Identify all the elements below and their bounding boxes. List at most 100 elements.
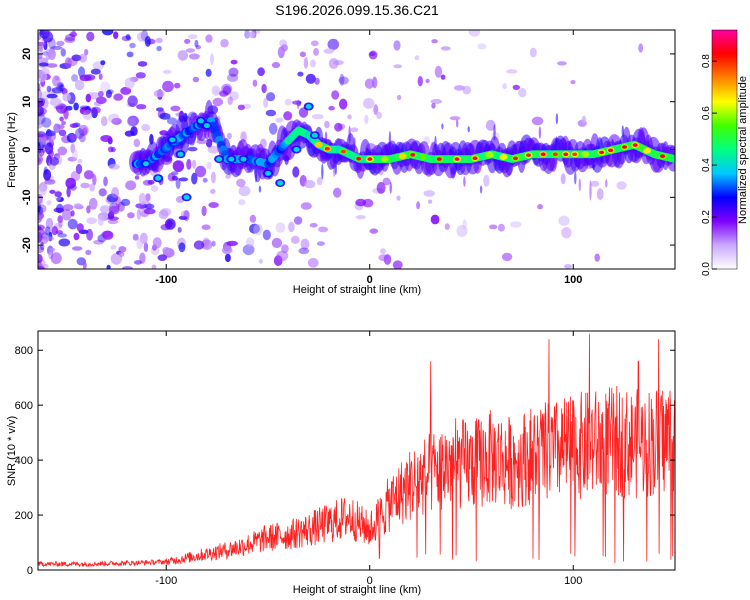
spectrogram-peak — [340, 149, 346, 154]
spectrogram-noise-blob — [376, 182, 386, 194]
spectrogram-noise-blob — [339, 73, 345, 86]
spectrogram-spike — [605, 179, 608, 188]
spectrogram-noise-blob — [162, 80, 174, 93]
spectrogram-noise-blob — [120, 198, 131, 206]
spectrogram-noise-blob — [69, 134, 77, 141]
spectrogram-peak — [599, 150, 605, 155]
spectrogram-noise-blob — [38, 113, 46, 125]
spectrogram-noise-blob — [38, 88, 42, 100]
y-tick-label: 600 — [15, 400, 33, 412]
spectrogram-noise-blob — [201, 205, 207, 217]
y-tick-label: 0 — [27, 565, 33, 577]
spectrogram-noise-blob — [137, 61, 148, 67]
spectrogram-spike — [456, 119, 459, 128]
x-tick-label: 100 — [564, 274, 582, 286]
spectrogram-noise-blob — [38, 123, 43, 129]
spectrogram-noise-blob — [310, 59, 316, 68]
spectrogram-noise-blob — [364, 114, 369, 125]
spectrogram-noise-blob — [355, 215, 366, 220]
spectrogram-noise-blob — [369, 228, 379, 234]
spectrogram-noise-blob — [596, 188, 604, 201]
spectrogram-noise-blob — [347, 114, 352, 120]
spectrogram-noise-blob — [417, 76, 423, 87]
spectrogram-noise-blob — [118, 246, 127, 253]
spectrogram-noise-blob — [177, 227, 182, 233]
spectrogram-noise-blob — [106, 89, 114, 95]
spectrogram-noise-blob — [44, 179, 56, 185]
spectrogram-noise-blob — [136, 238, 144, 250]
spectrogram-noise-blob — [268, 122, 278, 135]
spectrogram-noise-blob — [38, 214, 43, 224]
spectrogram-noise-blob — [51, 226, 58, 236]
spectrogram-noise-blob — [111, 187, 119, 199]
spectrogram-noise-blob — [338, 76, 349, 85]
spectrogram-noise-blob — [71, 74, 79, 82]
spectrogram-noise-blob — [50, 45, 63, 50]
spectrogram-noise-blob — [416, 201, 421, 210]
spectrogram-noise-blob — [440, 74, 446, 80]
spectrogram-noise-blob — [127, 212, 135, 219]
spectrogram-noise-blob — [134, 175, 140, 180]
spectrogram-hot — [398, 153, 407, 160]
spectrogram-noise-blob — [210, 171, 216, 184]
spectrogram-noise-blob — [143, 208, 156, 215]
spectrogram-noise-blob — [431, 102, 436, 109]
spectrogram-noise-blob — [105, 89, 112, 99]
spectrogram-noise-blob — [38, 186, 47, 196]
spectrogram-noise-blob — [225, 174, 232, 179]
x-tick-label: 100 — [564, 575, 582, 587]
spectrogram-noise-blob — [590, 180, 600, 187]
spectrogram-noise-blob — [380, 248, 386, 255]
spectrogram-noise-blob — [253, 223, 263, 236]
spectrogram-noise-blob — [100, 116, 108, 127]
spectrogram-noise-blob — [145, 193, 151, 202]
spectrogram-noise-blob — [151, 264, 157, 269]
spectrogram-noise-blob — [518, 87, 527, 98]
spectrogram-spike — [555, 113, 559, 125]
spectrogram-noise-blob — [100, 81, 111, 93]
spectrogram-noise-blob — [201, 239, 213, 251]
spectrogram-noise-blob — [93, 239, 104, 245]
colorbar-tick-label: 0.4 — [701, 158, 712, 172]
spectrogram-noise-blob — [98, 188, 107, 197]
spectrogram-noise-blob — [78, 124, 89, 136]
spectrogram-noise-blob — [393, 40, 401, 51]
spectrogram-noise-blob — [350, 127, 359, 133]
spectrogram-noise-blob — [331, 90, 340, 100]
spectrogram-noise-blob — [118, 251, 125, 257]
spectrogram-noise-blob — [59, 116, 64, 122]
spectrogram-noise-blob — [90, 106, 101, 114]
spectrogram-noise-blob — [263, 97, 269, 108]
colorbar-tick-label: 0.6 — [701, 106, 712, 120]
spectrogram-noise-blob — [56, 40, 65, 47]
spectrogram-spike — [297, 99, 300, 110]
spectrogram-noise-blob — [135, 203, 147, 209]
spectrogram-noise-blob — [191, 172, 198, 185]
spectrogram-noise-blob — [226, 240, 238, 247]
spectrogram-noise-blob — [62, 92, 72, 102]
spectrogram-noise-blob — [82, 261, 87, 269]
spectrogram-noise-blob — [59, 84, 64, 92]
spectrogram-noise-blob — [71, 149, 78, 161]
spectrogram-noise-blob — [45, 217, 54, 230]
spectrogram-hot — [485, 151, 494, 158]
spectrogram-noise-blob — [300, 238, 310, 250]
spectrogram-noise-blob — [58, 220, 63, 228]
spectrogram-noise-blob — [396, 94, 402, 101]
spectrogram-noise-blob — [180, 210, 190, 219]
spectrogram-noise-blob — [561, 227, 572, 239]
spectrogram-noise-blob — [206, 161, 212, 170]
spectrogram-noise-blob — [392, 260, 403, 269]
spectrogram-peak — [632, 143, 638, 147]
spectrogram-noise-blob — [136, 32, 147, 42]
spectrogram-noise-blob — [276, 250, 289, 262]
spectrogram-noise-blob — [41, 117, 52, 128]
spectrogram-noise-blob — [107, 219, 119, 225]
spectrogram-noise-blob — [130, 126, 138, 137]
spectrogram-noise-blob — [74, 79, 85, 91]
spectrogram-noise-blob — [125, 180, 137, 191]
spectrogram-noise-blob — [46, 63, 58, 68]
spectrogram-peak — [660, 154, 666, 158]
spectrogram-spike — [258, 185, 262, 193]
spectrogram-noise-blob — [86, 228, 93, 241]
